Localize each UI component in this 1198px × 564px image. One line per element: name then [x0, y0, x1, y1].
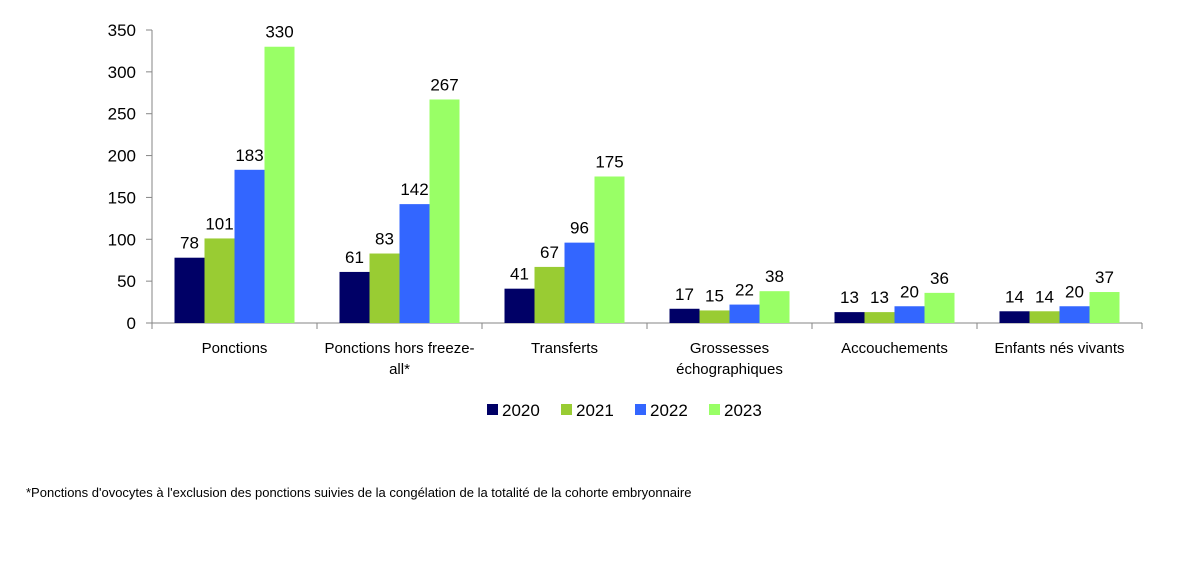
x-tick-label: Ponctions: [202, 340, 268, 357]
data-label: 20: [900, 282, 919, 301]
bar: [924, 292, 955, 323]
data-label: 38: [765, 267, 784, 286]
data-label: 330: [265, 23, 293, 42]
y-tick-label: 200: [108, 147, 136, 166]
bar: [864, 312, 895, 323]
data-label: 13: [870, 288, 889, 307]
y-tick-label: 50: [117, 272, 136, 291]
bar: [399, 204, 430, 323]
data-label: 14: [1005, 287, 1024, 306]
bar: [369, 253, 400, 323]
data-label: 83: [375, 230, 394, 249]
bar: [339, 271, 370, 323]
y-tick-label: 350: [108, 21, 136, 40]
data-label: 15: [705, 286, 724, 305]
legend-swatch: [709, 404, 720, 415]
data-label: 96: [570, 219, 589, 238]
data-label: 175: [595, 153, 623, 172]
bar: [759, 291, 790, 323]
data-label: 267: [430, 75, 458, 94]
data-label: 37: [1095, 268, 1114, 287]
bar: [999, 311, 1030, 323]
legend-label: 2022: [650, 401, 688, 420]
bar: [894, 306, 925, 323]
bar: [174, 257, 205, 323]
legend-swatch: [487, 404, 498, 415]
data-label: 142: [400, 180, 428, 199]
data-label: 41: [510, 265, 529, 284]
x-tick-label: all*: [389, 361, 410, 378]
bar: [1059, 306, 1090, 323]
data-label: 36: [930, 269, 949, 288]
x-tick-label: Grossesses: [690, 340, 769, 357]
bar: [204, 238, 235, 323]
y-tick-label: 0: [127, 314, 136, 333]
bar-chart: 0 50 100 150 200 250 300 350 78 61 41 17 13 14 101 83 67…: [108, 21, 1143, 420]
bar: [729, 304, 760, 323]
legend-swatch: [561, 404, 572, 415]
data-label: 22: [735, 281, 754, 300]
bar: [594, 176, 625, 323]
data-label: 183: [235, 146, 263, 165]
data-label: 13: [840, 288, 859, 307]
legend-swatch: [635, 404, 646, 415]
bar: [264, 46, 295, 323]
bar: [699, 310, 730, 323]
data-label: 61: [345, 248, 364, 267]
data-label: 20: [1065, 282, 1084, 301]
bar: [504, 288, 535, 323]
y-tick-label: 250: [108, 105, 136, 124]
x-tick-label: Accouchements: [841, 340, 948, 357]
bar: [834, 312, 865, 323]
x-tick-label: échographiques: [676, 361, 783, 378]
bar: [234, 169, 265, 323]
x-tick-label: Ponctions hors freeze-: [324, 340, 474, 357]
data-label: 14: [1035, 287, 1054, 306]
data-label: 101: [205, 214, 233, 233]
data-label: 78: [180, 234, 199, 253]
x-tick-label: Enfants nés vivants: [994, 340, 1124, 357]
bar: [1029, 311, 1060, 323]
data-label: 67: [540, 243, 559, 262]
y-tick-label: 150: [108, 188, 136, 207]
bar: [564, 242, 595, 323]
y-tick-label: 300: [108, 63, 136, 82]
bar: [534, 266, 565, 323]
legend-label: 2020: [502, 401, 540, 420]
data-label: 17: [675, 285, 694, 304]
bar: [429, 99, 460, 324]
legend-label: 2021: [576, 401, 614, 420]
bar: [1089, 292, 1120, 323]
legend-label: 2023: [724, 401, 762, 420]
x-tick-label: Transferts: [531, 340, 598, 357]
footnote: *Ponctions d'ovocytes à l'exclusion des …: [26, 485, 692, 500]
y-tick-label: 100: [108, 230, 136, 249]
bar: [669, 308, 700, 323]
